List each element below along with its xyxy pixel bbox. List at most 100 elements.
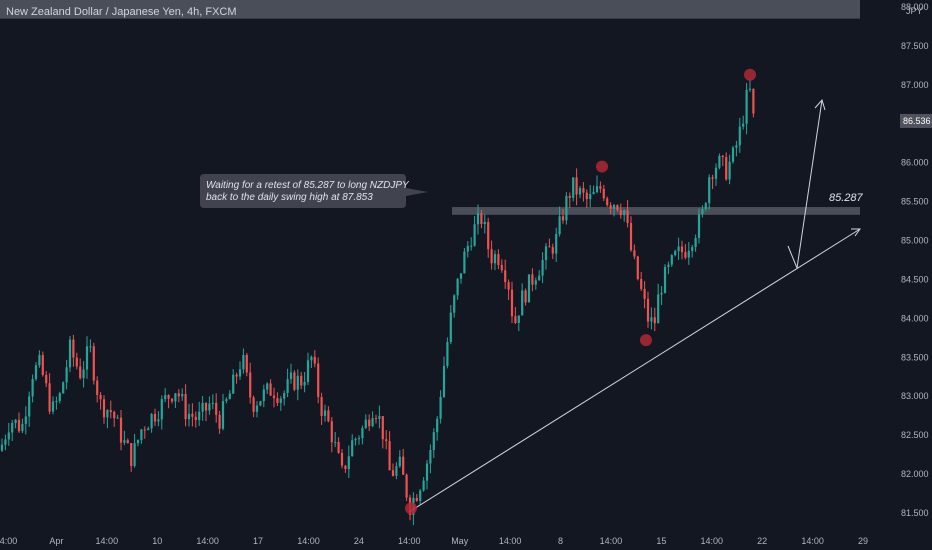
candle-body xyxy=(113,411,116,419)
candle-body xyxy=(249,372,252,398)
candle-body xyxy=(555,234,558,254)
candle-body xyxy=(208,403,211,411)
candle-body xyxy=(422,480,425,491)
candle-body xyxy=(507,282,510,290)
time-axis[interactable]: 14:00 Apr 14:00 10 14:00 17 14:00 24 14:00 May 14:… xyxy=(0,536,868,546)
candle-body xyxy=(361,427,364,439)
candle-body xyxy=(646,298,650,322)
candle-body xyxy=(721,155,724,158)
candle-body xyxy=(476,213,480,225)
candle-body xyxy=(711,177,714,179)
candle-body xyxy=(300,375,303,386)
y-tick-label: 85.000 xyxy=(901,236,929,246)
candle-body xyxy=(650,317,653,322)
candle-body xyxy=(391,470,395,476)
candle-body xyxy=(568,195,571,198)
x-tick-label: 14:00 xyxy=(297,536,320,546)
candle-body xyxy=(58,393,61,401)
candle-body xyxy=(541,259,544,276)
candle-body xyxy=(429,450,432,464)
x-tick-label: 14:00 xyxy=(196,536,219,546)
y-tick-label: 86.000 xyxy=(901,158,929,168)
candle-body xyxy=(395,466,398,476)
trend-arrowhead xyxy=(851,228,861,237)
candle-body xyxy=(62,382,65,394)
candle-body xyxy=(351,440,354,457)
candle-body xyxy=(371,418,374,427)
candle-body xyxy=(150,413,153,429)
candle-body xyxy=(11,422,14,433)
swing-marker xyxy=(596,160,608,173)
candle-body xyxy=(45,374,48,384)
y-tick-label: 84.000 xyxy=(901,313,929,323)
candle-body xyxy=(738,126,741,146)
candle-body xyxy=(194,416,197,420)
candle-body xyxy=(276,398,279,403)
candle-body xyxy=(735,145,738,148)
candle-body xyxy=(544,246,548,260)
candle-body xyxy=(269,383,272,396)
candle-body xyxy=(473,224,476,246)
y-tick-label: 88.000 xyxy=(901,2,929,12)
candle-body xyxy=(657,294,660,324)
x-tick-label: 29 xyxy=(858,536,868,546)
candle-body xyxy=(718,155,721,168)
candle-body xyxy=(483,221,486,225)
candle-body xyxy=(96,380,99,395)
candle-body xyxy=(558,216,561,235)
candle-body xyxy=(633,250,636,257)
candle-body xyxy=(0,444,4,451)
candle-body xyxy=(748,88,752,90)
candle-body xyxy=(402,456,405,475)
candle-body xyxy=(697,214,701,238)
candle-body xyxy=(147,428,150,431)
level-zone xyxy=(452,207,860,215)
x-tick-label: 14:00 xyxy=(801,536,824,546)
candle-body xyxy=(24,416,27,424)
candles-layer xyxy=(0,78,755,526)
current-price-label: 86.536 xyxy=(903,116,931,126)
candle-body xyxy=(48,383,51,412)
x-tick-label: 14:00 xyxy=(700,536,723,546)
candle-body xyxy=(126,440,129,444)
candle-body xyxy=(599,186,602,189)
current-price-tag xyxy=(900,113,932,128)
x-tick-label: May xyxy=(451,536,469,546)
candle-body xyxy=(449,312,452,343)
candle-body xyxy=(490,249,493,264)
candle-body xyxy=(623,210,626,216)
level-label: 85.287 xyxy=(829,192,864,204)
candle-body xyxy=(215,402,218,415)
candle-body xyxy=(201,402,204,412)
candle-body xyxy=(378,416,381,419)
callout-text: Waiting for a retest of 85.287 to long N… xyxy=(206,180,410,191)
candle-body xyxy=(337,442,340,453)
candle-body xyxy=(531,274,534,285)
candle-body xyxy=(317,363,320,398)
candle-body xyxy=(313,356,316,364)
candle-body xyxy=(527,274,531,303)
candle-body xyxy=(123,440,126,443)
candle-body xyxy=(82,369,85,379)
candle-body xyxy=(663,266,667,293)
candle-body xyxy=(561,216,565,221)
annotation-callout[interactable]: Waiting for a retest of 85.287 to long N… xyxy=(200,174,428,208)
candle-body xyxy=(232,374,235,394)
x-tick-label: 14:00 xyxy=(499,536,522,546)
candle-body xyxy=(592,192,595,195)
x-tick-label: 10 xyxy=(152,536,162,546)
candle-body xyxy=(374,418,378,420)
candle-body xyxy=(187,413,191,420)
trend-line xyxy=(408,228,861,513)
candle-body xyxy=(225,399,228,402)
candle-body xyxy=(572,177,575,198)
candle-body xyxy=(497,254,500,265)
candle-body xyxy=(164,395,167,400)
candle-body xyxy=(245,354,248,373)
candle-body xyxy=(310,356,313,361)
candle-body xyxy=(674,251,677,256)
candle-body xyxy=(283,392,286,399)
price-axis[interactable]: 81.500 82.000 82.500 83.000 83.500 84.000 84.5… xyxy=(900,0,932,518)
candle-body xyxy=(323,410,327,416)
